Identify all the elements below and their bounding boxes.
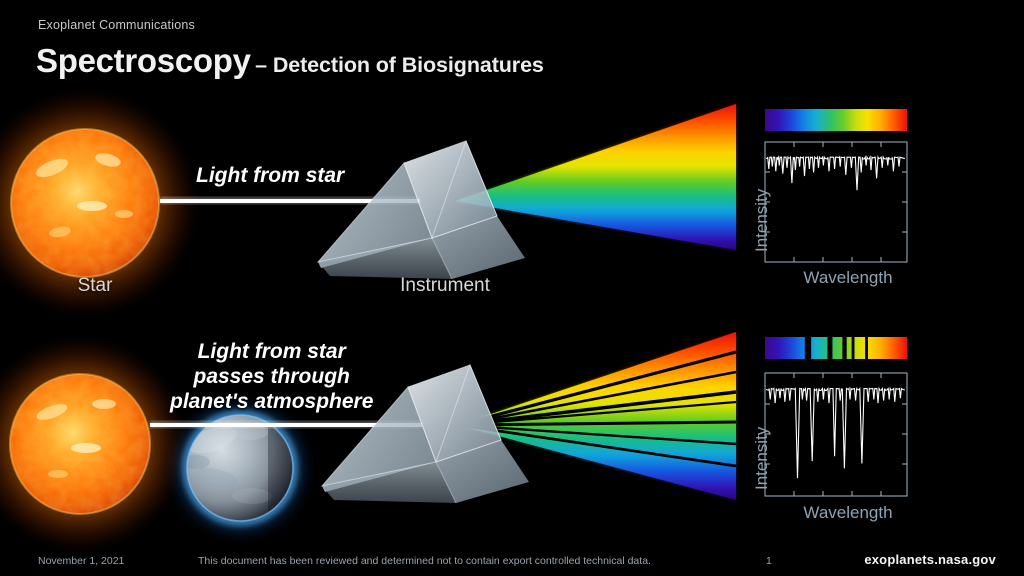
rainbow-fan-bottom [457, 332, 737, 500]
footer-url: exoplanets.nasa.gov [864, 552, 996, 567]
callout-light-from-star: Light from star [196, 164, 345, 187]
absorption-gap [851, 337, 855, 359]
absorption-gap [827, 337, 833, 359]
label-star: Star [77, 275, 113, 296]
chart-top-xlabel: Wavelength [803, 268, 893, 287]
absorption-gap [804, 337, 812, 359]
continuous-spectrum-bar [765, 109, 907, 131]
stellar-spectrum-chart [764, 141, 908, 263]
eyebrow-text: Exoplanet Communications [38, 18, 195, 32]
light-beam-bottom [150, 421, 422, 428]
absorption-spectrum-bar [765, 337, 907, 359]
absorption-gap [865, 337, 868, 359]
absorption-gap [842, 337, 847, 359]
star-bottom [0, 332, 192, 556]
spectrum-trace-bottom [765, 386, 906, 479]
transmission-spectrum-chart [764, 372, 908, 497]
prism-top [316, 139, 525, 280]
slide-footer: November 1, 2021 This document has been … [0, 546, 1024, 576]
absorption-line-rays [457, 350, 737, 468]
title-main: Spectroscopy [36, 42, 251, 79]
chart-ticks-top [765, 142, 907, 262]
footer-date: November 1, 2021 [38, 555, 125, 567]
rainbow-fan-top [455, 104, 736, 250]
page-title: Spectroscopy – Detection of Biosignature… [36, 42, 544, 80]
chart-ticks-bottom [765, 373, 907, 496]
chart-bottom-xlabel: Wavelength [803, 503, 893, 522]
spectrum-trace-top [765, 155, 906, 191]
footer-page-number: 1 [766, 555, 772, 567]
label-instrument: Instrument [400, 275, 490, 296]
callout-light-through-atmosphere: Light from star passes through planet's … [170, 340, 374, 413]
chart-top-ylabel: Intensity [752, 188, 771, 252]
light-beam-top [160, 197, 420, 204]
absorption-gaps [804, 337, 868, 359]
title-subtitle: – Detection of Biosignatures [255, 53, 544, 77]
footer-notice: This document has been reviewed and dete… [198, 555, 651, 567]
chart-bottom-ylabel: Intensity [752, 426, 771, 490]
